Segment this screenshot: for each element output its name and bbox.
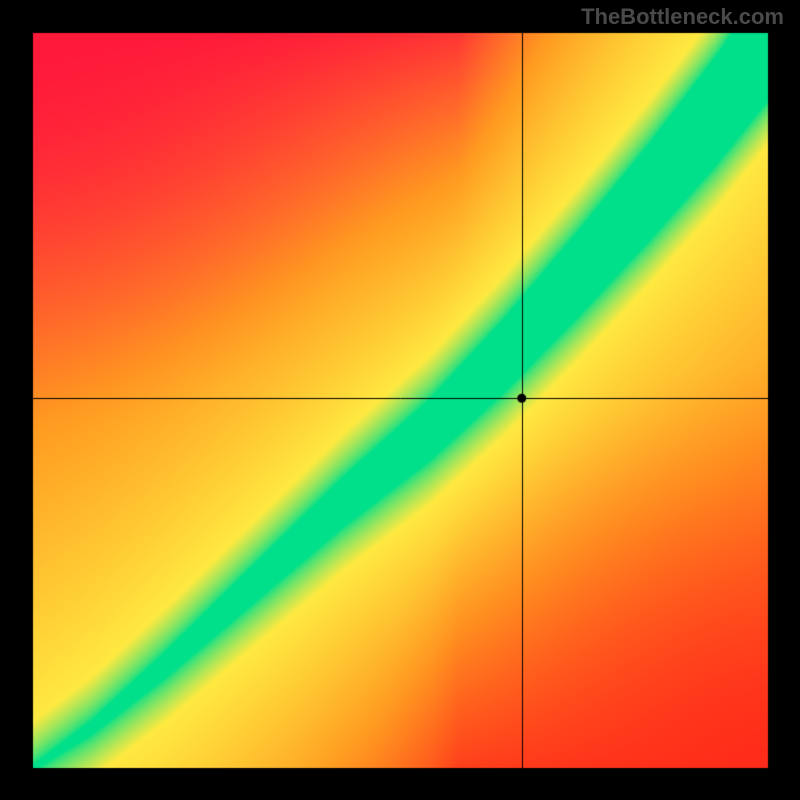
chart-container: TheBottleneck.com (0, 0, 800, 800)
bottleneck-heatmap (0, 0, 800, 800)
watermark-text: TheBottleneck.com (581, 4, 784, 30)
